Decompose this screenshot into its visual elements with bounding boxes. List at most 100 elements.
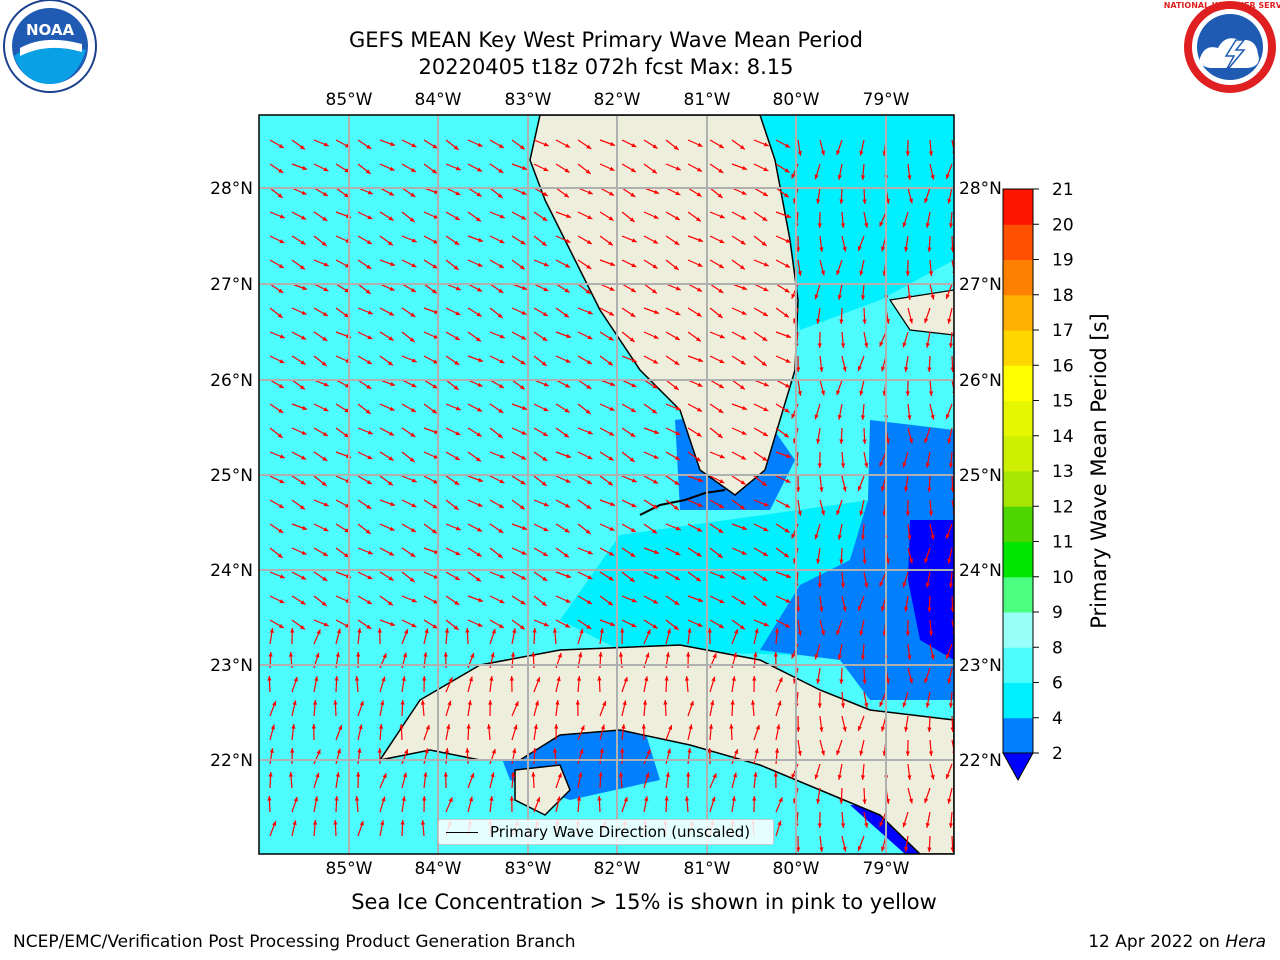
wave-arrow-head	[734, 629, 739, 634]
wave-arrow-head	[497, 313, 503, 318]
wave-arrow-head	[928, 631, 934, 636]
wave-arrow-head	[267, 676, 272, 681]
wave-arrow-head	[675, 406, 681, 411]
wave-arrow-head	[674, 600, 680, 605]
wave-arrow-head	[300, 480, 306, 485]
wave-arrow-head	[675, 431, 681, 435]
wave-arrow-head	[763, 382, 769, 387]
wave-arrow-head	[381, 796, 386, 802]
wave-arrow-head	[522, 405, 527, 410]
wave-arrow-head	[719, 359, 725, 363]
wave-arrow-head	[498, 528, 504, 533]
wave-arrow-head	[410, 527, 416, 532]
wave-arrow-head	[816, 679, 821, 684]
wave-arrow-head	[410, 552, 416, 557]
wave-arrow-head	[753, 652, 758, 657]
wave-arrow-head	[860, 295, 866, 300]
wave-arrow-head	[732, 652, 737, 658]
lat-label-right-25n: 25°N	[959, 466, 1002, 486]
wave-arrow-head	[600, 724, 605, 730]
wave-arrow-head	[620, 748, 625, 753]
wave-arrow-head	[840, 223, 846, 228]
wave-arrow-head	[411, 503, 417, 507]
wave-arrow-head	[278, 383, 284, 388]
wave-arrow-head	[945, 174, 950, 179]
wave-arrow-head	[609, 551, 615, 556]
wave-arrow-head	[543, 262, 549, 267]
wave-arrow-head	[312, 820, 318, 825]
wave-arrow-head	[388, 336, 394, 341]
wave-arrow-head	[785, 263, 791, 268]
wave-arrow-head	[534, 700, 539, 706]
wave-arrow-head	[300, 600, 306, 605]
wave-arrow-head	[784, 408, 790, 413]
wave-arrow-head	[697, 287, 703, 292]
wave-arrow-head	[321, 481, 327, 486]
wave-arrow-head	[763, 167, 769, 171]
wave-arrow-head	[907, 415, 912, 420]
wave-arrow-head	[575, 700, 580, 705]
wave-arrow-head	[928, 151, 934, 156]
wave-arrow-head	[621, 724, 626, 729]
wave-arrow-head	[945, 534, 950, 539]
wave-arrow-head	[907, 175, 912, 180]
lat-label-right-24n: 24°N	[959, 561, 1002, 581]
wave-arrow-head	[564, 168, 570, 173]
wave-arrow-head	[927, 727, 932, 732]
wave-arrow-head	[796, 247, 801, 252]
wave-arrow-head	[489, 676, 494, 681]
wave-arrow-head	[499, 479, 505, 483]
wave-arrow-head	[859, 510, 864, 516]
wave-arrow-head	[455, 406, 461, 411]
wave-arrow-head	[755, 724, 760, 730]
wave-arrow-head	[741, 310, 747, 315]
wave-arrow-head	[784, 433, 789, 438]
wave-arrow-head	[927, 487, 932, 492]
colorbar-tick-label: 15	[1052, 392, 1074, 412]
wave-arrow-head	[409, 337, 415, 342]
lon-label-top-82w: 82°W	[594, 90, 641, 110]
wave-arrow-head	[565, 383, 571, 388]
wave-arrow-head	[761, 481, 767, 486]
wave-arrow-head	[423, 772, 428, 777]
wave-arrow-head	[455, 166, 461, 171]
wave-arrow-head	[646, 629, 651, 635]
wave-arrow-head	[578, 772, 583, 778]
footer-host: Hera	[1225, 932, 1266, 952]
wave-arrow-head	[697, 407, 703, 412]
legend-line-swatch	[446, 831, 478, 833]
wave-arrow-head	[925, 342, 930, 348]
wave-arrow-head	[879, 821, 884, 827]
wave-arrow-head	[740, 265, 745, 270]
wave-arrow-head	[267, 796, 272, 801]
wave-arrow-head	[905, 751, 910, 756]
colorbar-tick-label: 21	[1052, 180, 1074, 200]
wave-arrow-head	[509, 796, 514, 801]
wave-arrow-head	[278, 623, 284, 628]
wave-arrow-head	[862, 319, 867, 324]
wave-arrow-head	[924, 318, 929, 324]
wave-arrow-head	[842, 366, 847, 372]
wave-arrow-head	[357, 628, 362, 633]
lat-label-left-26n: 26°N	[210, 371, 253, 391]
wave-arrow-head	[268, 772, 273, 777]
wave-arrow-head	[857, 606, 862, 611]
wave-arrow-head	[673, 505, 679, 510]
wave-arrow-head	[740, 505, 745, 510]
wave-arrow-head	[543, 382, 549, 387]
wave-arrow-head	[556, 676, 561, 682]
wave-arrow-head	[908, 438, 913, 444]
wave-arrow-head	[840, 823, 846, 828]
wave-arrow-head	[860, 655, 866, 660]
wave-arrow-head	[314, 796, 319, 802]
wave-arrow-head	[359, 700, 364, 706]
wave-arrow-head	[514, 701, 519, 707]
wave-arrow-head	[930, 534, 935, 540]
wave-arrow-head	[816, 319, 821, 324]
wave-arrow-head	[432, 384, 438, 389]
colorbar-tick-label: 17	[1052, 321, 1074, 341]
wave-arrow-head	[674, 360, 680, 365]
wave-arrow-head	[301, 190, 307, 195]
wave-arrow-head	[675, 286, 681, 291]
wave-arrow-head	[618, 772, 624, 777]
